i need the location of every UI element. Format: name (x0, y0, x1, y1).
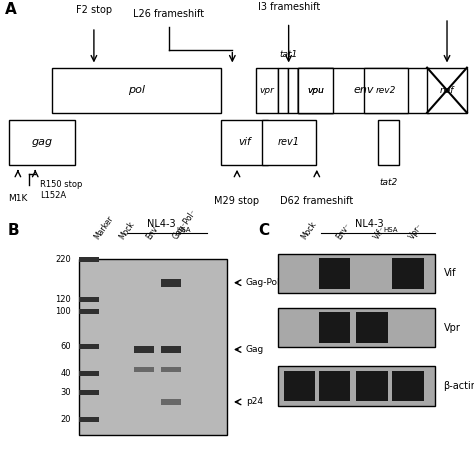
Text: 120: 120 (55, 295, 71, 304)
Text: tat2: tat2 (379, 178, 398, 187)
Bar (134, 346, 154, 353)
Text: HSA: HSA (383, 227, 398, 234)
Bar (378, 120, 399, 165)
Text: Vpr⁻: Vpr⁻ (408, 221, 425, 241)
Bar (262, 120, 316, 165)
Text: Mock: Mock (118, 219, 137, 241)
Bar (9, 120, 75, 165)
Bar (278, 366, 435, 406)
Text: env: env (354, 85, 374, 95)
Bar (134, 368, 154, 373)
Bar (256, 68, 278, 113)
Text: pol: pol (128, 85, 145, 95)
Text: F2 stop: F2 stop (76, 5, 112, 14)
Bar (161, 279, 181, 287)
Bar (79, 417, 99, 422)
Bar (79, 371, 99, 376)
Bar (319, 258, 350, 289)
Text: 220: 220 (55, 255, 71, 264)
Text: D62 frameshift: D62 frameshift (280, 196, 354, 206)
Text: A: A (5, 2, 17, 17)
Text: Gag: Gag (246, 345, 264, 354)
Text: vpu: vpu (307, 86, 324, 95)
Text: I3 frameshift: I3 frameshift (257, 2, 320, 12)
Bar (79, 309, 99, 314)
Text: β-actin: β-actin (444, 381, 474, 391)
Text: rev2: rev2 (376, 86, 396, 95)
Text: HSA: HSA (176, 227, 191, 234)
Text: 20: 20 (61, 415, 71, 424)
Bar (427, 68, 467, 113)
Bar (298, 68, 333, 113)
Text: p24: p24 (246, 397, 263, 406)
Bar (79, 297, 99, 302)
Bar (79, 259, 227, 435)
Text: tat1: tat1 (279, 50, 297, 59)
Bar (288, 68, 299, 113)
Text: Vif: Vif (444, 268, 456, 278)
Bar (79, 390, 99, 395)
Bar (161, 346, 181, 353)
Text: Gag⁻Pol⁻: Gag⁻Pol⁻ (172, 207, 199, 241)
Bar (278, 68, 288, 113)
Bar (298, 68, 429, 113)
Text: M1K: M1K (8, 194, 27, 203)
Bar (278, 308, 435, 347)
Text: M29 stop: M29 stop (214, 196, 260, 206)
Bar (161, 368, 181, 373)
Bar (319, 312, 350, 343)
Bar (79, 344, 99, 349)
Text: nef: nef (440, 86, 454, 95)
Text: NL4-3: NL4-3 (355, 219, 383, 229)
Text: 40: 40 (61, 368, 71, 377)
Text: B: B (7, 223, 19, 238)
Text: Env⁻: Env⁻ (145, 221, 163, 241)
Text: Mock: Mock (300, 219, 319, 241)
Bar (392, 258, 424, 289)
Bar (79, 257, 99, 262)
Text: rev1: rev1 (278, 137, 300, 147)
Text: vif: vif (238, 137, 250, 147)
Text: R150 stop
L152A: R150 stop L152A (40, 180, 82, 200)
Bar (278, 253, 435, 293)
Text: Marker: Marker (93, 214, 116, 241)
Text: 30: 30 (61, 388, 71, 397)
Text: L26 frameshift: L26 frameshift (133, 9, 205, 19)
Bar (392, 371, 424, 401)
Text: vpu: vpu (307, 86, 324, 95)
Bar (364, 68, 408, 113)
Bar (356, 371, 388, 401)
Text: Env⁻: Env⁻ (334, 221, 352, 241)
Bar (356, 312, 388, 343)
Text: Vif⁻: Vif⁻ (372, 224, 387, 241)
Text: Vpr: Vpr (444, 322, 460, 332)
Text: C: C (258, 223, 269, 238)
Text: vpr: vpr (260, 86, 274, 95)
Bar (161, 399, 181, 405)
Bar (319, 371, 350, 401)
Bar (220, 120, 267, 165)
Bar (284, 371, 315, 401)
Bar (298, 68, 333, 113)
Text: gag: gag (32, 137, 53, 147)
Text: 100: 100 (55, 308, 71, 317)
Text: 60: 60 (61, 341, 71, 350)
Bar (52, 68, 220, 113)
Text: NL4-3: NL4-3 (147, 219, 175, 229)
Text: Gag-Pol: Gag-Pol (246, 278, 281, 287)
